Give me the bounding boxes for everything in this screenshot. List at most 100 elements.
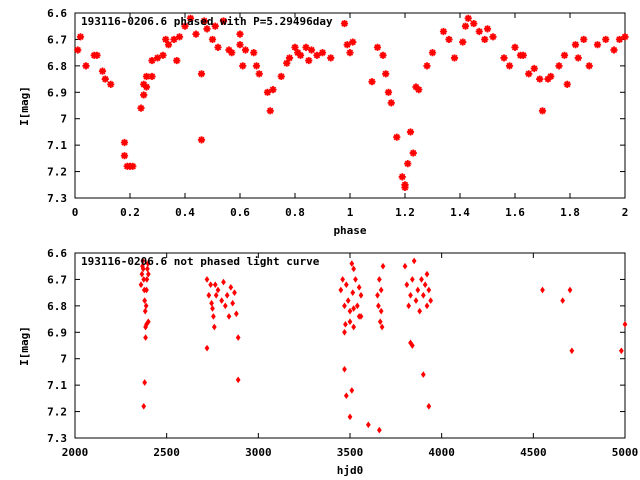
data-point: [145, 270, 151, 278]
data-point: [143, 302, 149, 310]
data-point: [120, 152, 129, 160]
data-point: [356, 284, 362, 291]
data-point: [225, 46, 233, 54]
data-point: [450, 54, 459, 62]
data-point: [144, 276, 150, 283]
data-point: [142, 307, 148, 315]
data-point: [340, 19, 349, 28]
data-point: [208, 281, 214, 289]
plot-frame: [74, 12, 626, 199]
data-point: [621, 33, 629, 41]
data-point: [571, 41, 580, 49]
data-point: [519, 51, 527, 59]
data-point: [153, 54, 162, 62]
data-point: [214, 43, 222, 51]
data-point: [413, 297, 419, 304]
data-point: [540, 286, 545, 294]
x-tick-label: 0.2: [120, 206, 140, 219]
data-point: [204, 276, 210, 283]
data-point: [347, 413, 353, 421]
plot-title: 193116-0206.6 phased with P=5.29496day: [81, 15, 333, 28]
data-point: [269, 86, 277, 94]
data-point: [420, 291, 426, 299]
data-point: [376, 276, 382, 283]
data-point: [419, 276, 424, 283]
data-point: [393, 133, 401, 141]
data-point: [93, 51, 101, 59]
data-point: [377, 318, 383, 326]
data-point: [354, 302, 360, 310]
x-tick-label: 3000: [245, 446, 272, 459]
data-point: [404, 281, 410, 289]
data-point: [422, 281, 428, 289]
x-tick-label: 0.6: [230, 206, 250, 219]
data-point: [143, 334, 148, 341]
data-point: [349, 260, 355, 267]
data-point: [98, 67, 107, 75]
data-point: [426, 286, 432, 294]
data-point: [379, 51, 387, 59]
data-point: [340, 276, 346, 283]
data-point: [353, 276, 358, 283]
x-tick-label: 0.4: [175, 206, 195, 219]
data-point: [159, 51, 167, 59]
data-point: [250, 49, 258, 57]
data-point: [141, 276, 147, 283]
data-point: [406, 302, 412, 310]
y-tick-label: 6.9: [47, 326, 67, 339]
data-point: [255, 70, 263, 78]
y-tick-label: 7.1: [47, 379, 67, 392]
data-point: [211, 22, 219, 30]
data-point: [525, 70, 533, 78]
plot-title: 193116-0206.6 not phased light curve: [81, 255, 320, 268]
data-point: [139, 270, 145, 278]
data-point: [445, 35, 453, 44]
data-point: [345, 297, 351, 304]
data-point: [404, 160, 412, 168]
x-tick-label: 1: [347, 206, 354, 219]
data-point: [148, 56, 156, 65]
y-tick-label: 7.3: [47, 432, 67, 445]
data-point: [563, 80, 571, 88]
data-point: [464, 14, 472, 22]
y-tick-label: 6.7: [47, 33, 67, 46]
data-point: [235, 334, 241, 341]
data-point: [346, 49, 354, 57]
data-point: [489, 33, 497, 41]
data-point: [186, 14, 195, 22]
data-point: [555, 62, 563, 70]
data-point: [358, 291, 364, 299]
data-point: [285, 54, 294, 62]
data-point: [547, 72, 555, 81]
data-point: [236, 30, 244, 38]
data-point: [574, 54, 582, 62]
data-point: [197, 70, 206, 78]
y-tick-label: 7: [60, 353, 67, 366]
plot-frame: [74, 252, 626, 439]
data-point: [82, 62, 90, 70]
data-point: [228, 49, 236, 57]
y-tick-label: 6.8: [47, 300, 67, 313]
data-point: [470, 19, 478, 28]
data-point: [560, 51, 569, 59]
data-point: [192, 30, 200, 38]
data-point: [349, 387, 355, 394]
data-point: [505, 62, 514, 70]
data-point: [204, 344, 210, 352]
data-point: [197, 136, 206, 144]
data-point: [120, 138, 129, 147]
data-point: [173, 56, 181, 65]
data-point: [164, 41, 173, 49]
data-point: [239, 62, 247, 70]
y-tick-label: 6.9: [47, 86, 67, 99]
data-point: [511, 43, 519, 51]
data-point: [221, 278, 226, 286]
data-point: [140, 257, 146, 265]
data-point: [408, 291, 413, 299]
data-point: [412, 83, 420, 91]
data-point: [602, 35, 610, 44]
data-point: [349, 38, 357, 46]
data-point: [107, 80, 115, 88]
data-point: [459, 38, 467, 46]
data-point: [401, 183, 409, 192]
